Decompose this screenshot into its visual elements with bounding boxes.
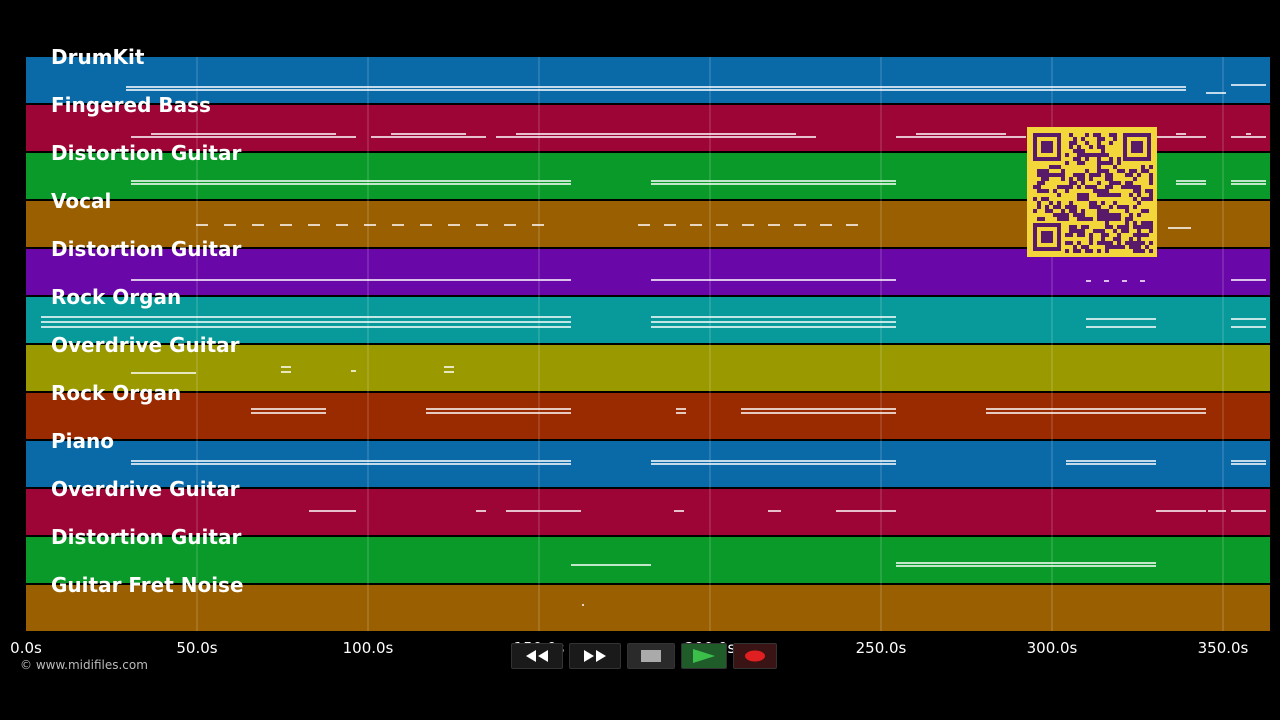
record-icon [745,650,765,662]
transport-controls [511,643,777,669]
qr-code-image [1033,133,1153,253]
time-tick-label: 100.0s [342,639,394,657]
track-label: Rock Organ [51,381,182,405]
track-label: Overdrive Guitar [51,333,240,357]
time-tick-label: 250.0s [855,639,907,657]
track-label: Fingered Bass [51,93,211,117]
track-lane[interactable] [26,393,1270,441]
track-lane[interactable] [26,57,1270,105]
rewind-button[interactable] [511,643,563,669]
copyright-text: © www.midifiles.com [20,658,148,672]
rewind-icon [526,650,548,662]
time-tick-label: 300.0s [1026,639,1078,657]
track-lane[interactable] [26,441,1270,489]
record-button[interactable] [733,643,777,669]
track-lane[interactable] [26,489,1270,537]
track-label: Distortion Guitar [51,525,242,549]
track-label: Distortion Guitar [51,141,242,165]
track-lane[interactable] [26,537,1270,585]
time-tick-label: 50.0s [176,639,218,657]
stop-icon [641,650,661,662]
track-label: DrumKit [51,45,145,69]
stop-button[interactable] [627,643,675,669]
time-tick-label: 350.0s [1197,639,1249,657]
track-label: Piano [51,429,114,453]
fast-forward-button[interactable] [569,643,621,669]
track-lane[interactable] [26,297,1270,345]
fast-forward-icon [584,650,606,662]
play-button[interactable] [681,643,727,669]
qr-code [1027,127,1157,257]
track-label: Overdrive Guitar [51,477,240,501]
track-label: Vocal [51,189,112,213]
track-lane[interactable] [26,249,1270,297]
play-icon [693,649,715,663]
track-label: Rock Organ [51,285,182,309]
track-lane[interactable] [26,345,1270,393]
time-tick-label: 0.0s [10,639,42,657]
track-lane[interactable] [26,585,1270,633]
track-label: Guitar Fret Noise [51,573,244,597]
track-label: Distortion Guitar [51,237,242,261]
